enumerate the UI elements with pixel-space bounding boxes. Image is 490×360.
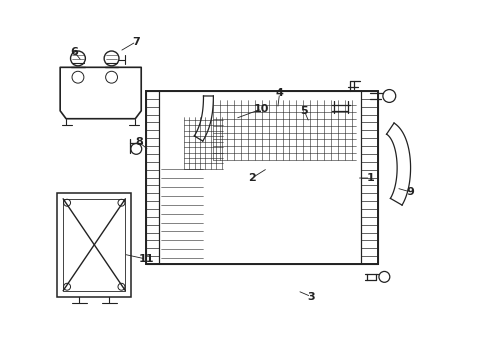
Bar — [63, 199, 125, 291]
Text: 8: 8 — [135, 138, 143, 148]
Text: 11: 11 — [138, 254, 154, 264]
Text: 3: 3 — [307, 292, 315, 302]
Bar — [159, 91, 361, 264]
Text: 9: 9 — [406, 187, 414, 197]
Text: 7: 7 — [132, 37, 140, 47]
Bar — [57, 193, 131, 297]
Text: 2: 2 — [248, 173, 256, 183]
Bar — [361, 91, 378, 264]
Text: 5: 5 — [300, 106, 308, 116]
Text: 1: 1 — [367, 173, 374, 183]
Bar — [146, 91, 159, 264]
Bar — [146, 91, 378, 264]
Text: 4: 4 — [276, 88, 284, 98]
Text: 10: 10 — [254, 104, 270, 114]
Text: 6: 6 — [70, 46, 78, 57]
